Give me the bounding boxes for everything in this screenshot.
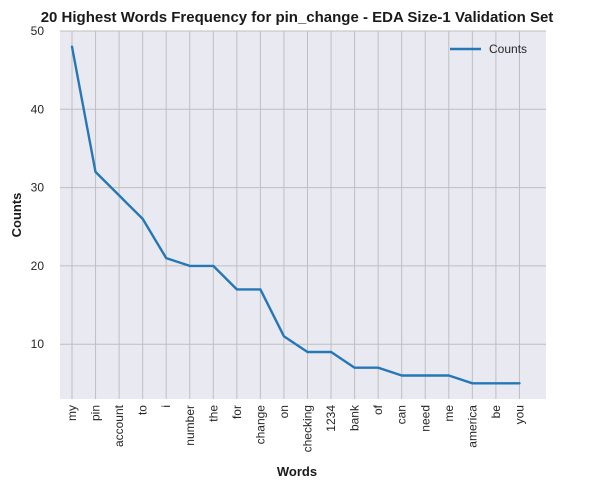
grid xyxy=(60,30,546,399)
x-tick-label: my xyxy=(65,405,79,421)
plot-area xyxy=(60,31,546,399)
x-tick-label: of xyxy=(371,404,385,415)
y-tick-label: 30 xyxy=(31,181,45,195)
y-tick-label: 10 xyxy=(31,337,45,351)
x-tick-label: for xyxy=(230,405,244,419)
x-tick-label: number xyxy=(183,405,197,446)
x-tick-label: me xyxy=(442,405,456,422)
legend: Counts xyxy=(450,42,527,56)
x-tick-label: i xyxy=(159,405,173,408)
x-tick-label: pin xyxy=(89,405,103,421)
legend-label-counts: Counts xyxy=(489,42,527,56)
x-tick-label: the xyxy=(206,405,220,422)
y-axis-label: Counts xyxy=(9,193,24,238)
y-tick-label: 40 xyxy=(31,102,45,116)
x-tick-label: america xyxy=(465,405,479,448)
x-tick-label: to xyxy=(136,405,150,415)
x-tick-label: you xyxy=(512,405,526,424)
x-axis-label: Words xyxy=(277,464,317,479)
x-tick-label: account xyxy=(112,404,126,447)
x-tick-label: need xyxy=(418,405,432,432)
x-tick-label: on xyxy=(277,405,291,418)
x-tick-label: be xyxy=(489,405,503,419)
y-tick-label: 20 xyxy=(31,259,45,273)
chart-title: 20 Highest Words Frequency for pin_chang… xyxy=(41,9,554,26)
y-tick-label: 50 xyxy=(31,24,45,38)
x-tick-label: can xyxy=(395,405,409,424)
x-tick-label: bank xyxy=(348,404,362,431)
x-axis-ticks: my pin account to i number the for change on check… xyxy=(65,404,526,452)
x-tick-label: 1234 xyxy=(324,405,338,432)
series-layer xyxy=(70,45,521,385)
x-tick-label: change xyxy=(253,405,267,445)
series-line-counts xyxy=(70,45,521,385)
y-axis-ticks: 10 20 30 40 50 xyxy=(31,24,45,351)
x-tick-label: checking xyxy=(301,405,315,452)
